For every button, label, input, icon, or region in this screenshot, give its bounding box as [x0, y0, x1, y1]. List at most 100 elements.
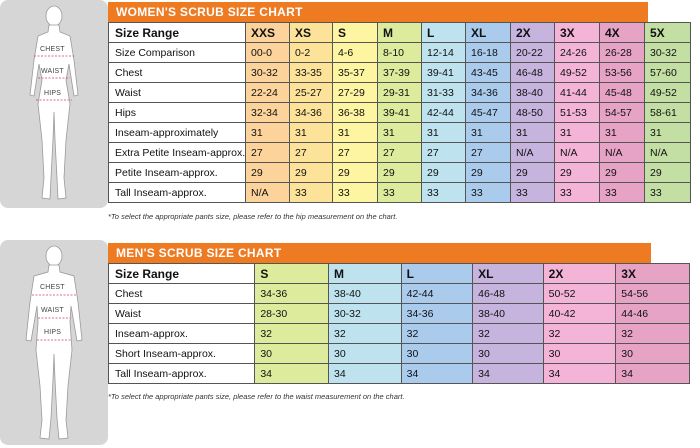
- size-cell: 0-2: [289, 42, 333, 63]
- size-cell: 33: [599, 182, 645, 203]
- size-cell: 31: [421, 122, 466, 143]
- size-header-cell: S: [332, 22, 378, 43]
- size-header-cell: XS: [289, 22, 333, 43]
- size-header-cell: S: [254, 263, 329, 284]
- size-cell: 33: [554, 182, 600, 203]
- size-cell: 27: [465, 142, 511, 163]
- row-label: Size Comparison: [108, 42, 246, 63]
- women-chart-title: WOMEN'S SCRUB SIZE CHART: [108, 2, 648, 22]
- size-cell: 34-36: [289, 102, 333, 123]
- size-cell: 32: [615, 323, 690, 344]
- size-cell: 32: [254, 323, 329, 344]
- size-cell: 31-33: [421, 82, 466, 103]
- size-cell: 31: [465, 122, 511, 143]
- row-label: Tall Inseam-approx.: [108, 182, 246, 203]
- figure-label-chest: CHEST: [40, 284, 65, 291]
- women-chart-note: *To select the appropriate pants size, p…: [108, 212, 398, 221]
- size-cell: 44-46: [615, 303, 690, 324]
- size-cell: 29: [599, 162, 645, 183]
- men-figure-panel: CHEST WAIST HIPS: [0, 240, 108, 445]
- size-cell: 54-56: [615, 283, 690, 304]
- size-cell: 29: [245, 162, 290, 183]
- size-cell: 33: [510, 182, 555, 203]
- size-cell: 30: [542, 343, 617, 364]
- size-cell: 30-32: [328, 303, 402, 324]
- size-cell: 28-30: [254, 303, 329, 324]
- size-cell: 33: [332, 182, 378, 203]
- size-cell: 31: [377, 122, 422, 143]
- size-cell: 32: [472, 323, 544, 344]
- size-cell: 31: [554, 122, 600, 143]
- size-cell: 34-36: [400, 303, 474, 324]
- size-cell: 25-27: [289, 82, 333, 103]
- size-cell: N/A: [644, 142, 691, 163]
- size-cell: 31: [644, 122, 691, 143]
- size-cell: 34: [542, 363, 617, 384]
- row-label: Size Range: [107, 263, 256, 284]
- size-cell: 33: [465, 182, 511, 203]
- row-label: Chest: [107, 283, 256, 304]
- size-cell: 16-18: [465, 42, 511, 63]
- men-chart-note: *To select the appropriate pants size, p…: [108, 392, 405, 401]
- size-cell: 32-34: [245, 102, 290, 123]
- table-row: Hips 32-34 34-36 36-38 39-41 42-44 45-47 48-50 5…: [108, 102, 691, 123]
- size-cell: 48-50: [510, 102, 555, 123]
- size-cell: N/A: [554, 142, 600, 163]
- table-row: Chest 34-36 38-40 42-44 46-48 50-52 54-56: [107, 283, 690, 304]
- size-cell: 45-48: [599, 82, 645, 103]
- size-cell: 37-39: [377, 62, 422, 83]
- size-header-cell: XL: [472, 263, 544, 284]
- figure-label-hips: HIPS: [44, 329, 62, 336]
- size-cell: 29: [289, 162, 333, 183]
- size-cell: 45-47: [465, 102, 511, 123]
- size-cell: 31: [599, 122, 645, 143]
- size-cell: 49-52: [554, 62, 600, 83]
- table-row: Waist 28-30 30-32 34-36 38-40 40-42 44-46: [107, 303, 690, 324]
- row-label: Size Range: [108, 22, 246, 43]
- size-cell: 33-35: [289, 62, 333, 83]
- size-cell: 50-52: [542, 283, 617, 304]
- size-header-cell: XXS: [245, 22, 290, 43]
- figure-label-waist: WAIST: [41, 68, 64, 75]
- size-cell: 27: [245, 142, 290, 163]
- size-cell: 40-42: [542, 303, 617, 324]
- row-label: Short Inseam-approx.: [107, 343, 256, 364]
- table-row: Waist 22-24 25-27 27-29 29-31 31-33 34-36 38-40…: [108, 82, 691, 103]
- size-cell: 54-57: [599, 102, 645, 123]
- man-silhouette-icon: [25, 245, 83, 440]
- size-cell: 29: [644, 162, 691, 183]
- size-cell: 27: [332, 142, 378, 163]
- size-cell: 34: [328, 363, 402, 384]
- row-label: Inseam-approximately: [108, 122, 246, 143]
- size-cell: 32: [400, 323, 474, 344]
- size-header-cell: 3X: [554, 22, 600, 43]
- row-label: Extra Petite Inseam-approx.: [108, 142, 246, 163]
- size-cell: 42-44: [421, 102, 466, 123]
- size-cell: 30: [472, 343, 544, 364]
- size-cell: 29: [377, 162, 422, 183]
- table-row: Tall Inseam-approx. N/A 33 33 33 33 33 33 33 33 33: [108, 182, 691, 203]
- size-cell: 34-36: [465, 82, 511, 103]
- men-size-chart: MEN'S SCRUB SIZE CHART Size Range S M L XL 2X…: [107, 243, 690, 388]
- size-cell: 31: [289, 122, 333, 143]
- size-cell: 27: [421, 142, 466, 163]
- size-cell: 57-60: [644, 62, 691, 83]
- row-label: Waist: [107, 303, 256, 324]
- size-header-cell: L: [400, 263, 474, 284]
- size-cell: 00-0: [245, 42, 290, 63]
- women-size-table: Size Range XXS XS S M L XL 2X 3X 4X 5X Size Compari…: [108, 22, 691, 203]
- size-cell: 30-32: [245, 62, 290, 83]
- table-row: Short Inseam-approx. 30 30 30 30 30 30: [107, 343, 690, 364]
- size-cell: 58-61: [644, 102, 691, 123]
- size-cell: 29-31: [377, 82, 422, 103]
- row-label: Tall Inseam-approx.: [107, 363, 256, 384]
- men-chart-title: MEN'S SCRUB SIZE CHART: [108, 243, 651, 263]
- size-cell: 30: [254, 343, 329, 364]
- size-cell: 30: [615, 343, 690, 364]
- size-cell: 27: [377, 142, 422, 163]
- size-cell: 30: [328, 343, 402, 364]
- row-label: Hips: [108, 102, 246, 123]
- size-cell: 20-22: [510, 42, 555, 63]
- size-cell: 29: [554, 162, 600, 183]
- table-row: Size Range XXS XS S M L XL 2X 3X 4X 5X: [108, 22, 691, 43]
